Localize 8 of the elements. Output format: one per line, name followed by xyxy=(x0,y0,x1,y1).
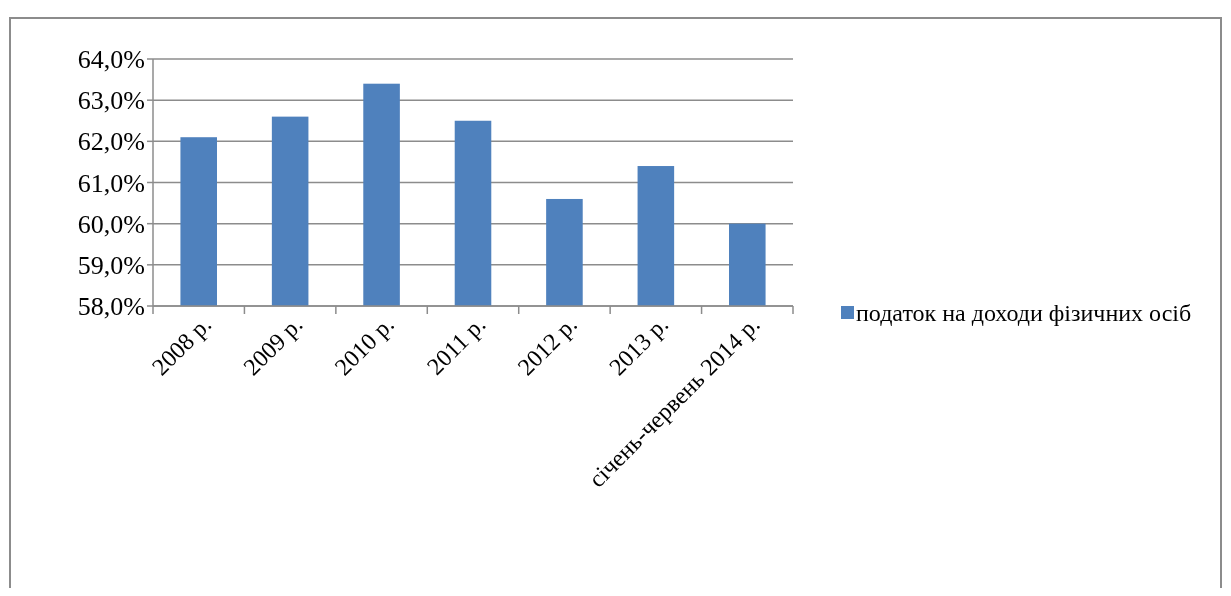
y-tick-label: 63,0% xyxy=(77,86,145,116)
y-tick-label: 60,0% xyxy=(77,209,145,239)
y-tick-label: 59,0% xyxy=(77,250,145,280)
legend-label: податок на доходи фізичних осіб xyxy=(856,299,1193,328)
y-tick-label: 58,0% xyxy=(77,292,145,322)
y-tick-label: 62,0% xyxy=(77,127,145,157)
y-tick-label: 61,0% xyxy=(77,168,145,198)
y-tick-label: 64,0% xyxy=(77,45,145,75)
